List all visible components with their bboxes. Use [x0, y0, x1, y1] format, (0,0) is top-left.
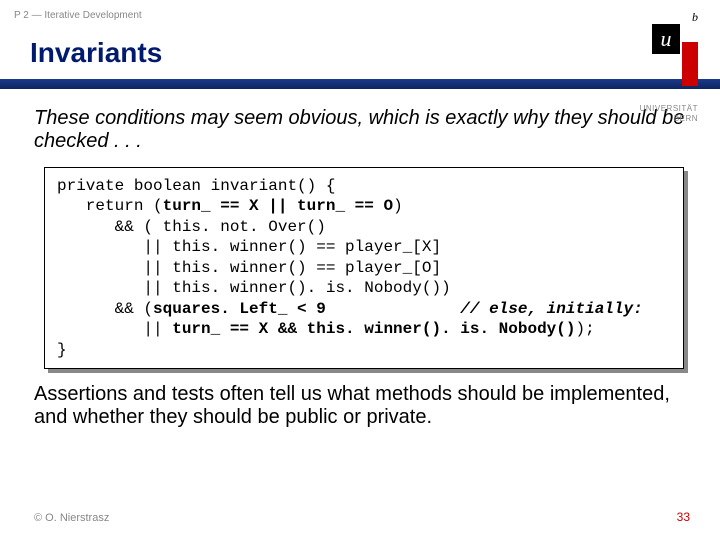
logo-caption-1: UNIVERSITÄT	[640, 104, 698, 113]
breadcrumb: P 2 — Iterative Development	[0, 0, 720, 21]
university-logo: b u UNIVERSITÄT BERN	[628, 8, 698, 123]
code-content: private boolean invariant() { return (tu…	[44, 167, 684, 369]
logo-red-strip	[682, 42, 698, 86]
logo-caption-2: BERN	[674, 114, 698, 123]
logo-superscript: b	[692, 10, 698, 25]
code-block: private boolean invariant() { return (tu…	[44, 167, 684, 369]
follow-paragraph: Assertions and tests often tell us what …	[34, 383, 686, 429]
page-number: 33	[677, 510, 690, 524]
lead-paragraph: These conditions may seem obvious, which…	[34, 107, 686, 153]
page-title: Invariants	[30, 37, 720, 69]
logo-letter: u	[652, 24, 680, 54]
title-underline	[0, 79, 720, 89]
copyright: © O. Nierstrasz	[34, 512, 109, 524]
